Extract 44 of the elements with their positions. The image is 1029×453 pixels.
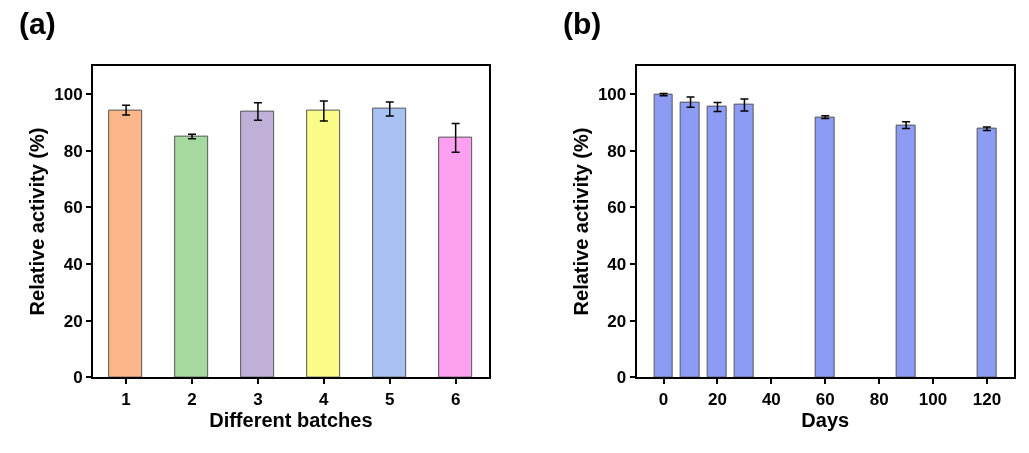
x-tick-label: 4	[319, 389, 330, 409]
x-tick-label: 5	[385, 389, 395, 409]
bar	[240, 110, 275, 378]
bar	[306, 109, 341, 378]
bar	[174, 135, 209, 378]
y-tick-label: 80	[63, 141, 83, 161]
x-tick-label: 60	[815, 389, 835, 409]
x-axis-title: Days	[801, 408, 850, 431]
bar	[372, 107, 407, 378]
y-tick-label: 40	[63, 254, 83, 274]
bar	[108, 109, 143, 378]
bar	[438, 136, 473, 378]
x-tick-label: 20	[708, 389, 727, 409]
y-tick-label: 0	[73, 368, 83, 388]
x-axis-title: Different batches	[209, 408, 373, 431]
bar	[706, 105, 727, 378]
y-tick-label: 100	[54, 84, 83, 104]
x-tick-label: 1	[121, 389, 131, 409]
y-tick-label: 80	[607, 141, 627, 161]
y-tick-label: 100	[597, 84, 627, 104]
x-tick-label: 6	[450, 389, 461, 409]
x-tick-label: 3	[253, 389, 263, 409]
y-tick-label: 60	[607, 198, 627, 218]
y-tick-label: 20	[607, 311, 627, 331]
bar	[976, 127, 997, 378]
bar	[895, 124, 916, 378]
y-tick-label: 0	[616, 368, 627, 388]
y-tick-label: 20	[63, 311, 83, 331]
y-tick-label: 40	[607, 254, 627, 274]
chart-title: (b)	[563, 7, 602, 40]
x-tick-label: 120	[972, 389, 1002, 409]
x-tick-label: 80	[869, 389, 889, 409]
y-axis-title: Relative activity (%)	[569, 127, 592, 316]
x-tick-label: 0	[658, 389, 669, 409]
x-tick-label: 40	[761, 389, 781, 409]
y-axis-title: Relative activity (%)	[26, 127, 49, 316]
x-tick-label: 100	[918, 389, 948, 409]
x-tick-label: 2	[187, 389, 197, 409]
bar	[814, 116, 835, 378]
y-tick-label: 60	[63, 198, 83, 218]
bar	[653, 93, 673, 378]
bar	[733, 103, 754, 378]
bar	[679, 101, 700, 378]
chart-title: (a)	[19, 7, 56, 40]
